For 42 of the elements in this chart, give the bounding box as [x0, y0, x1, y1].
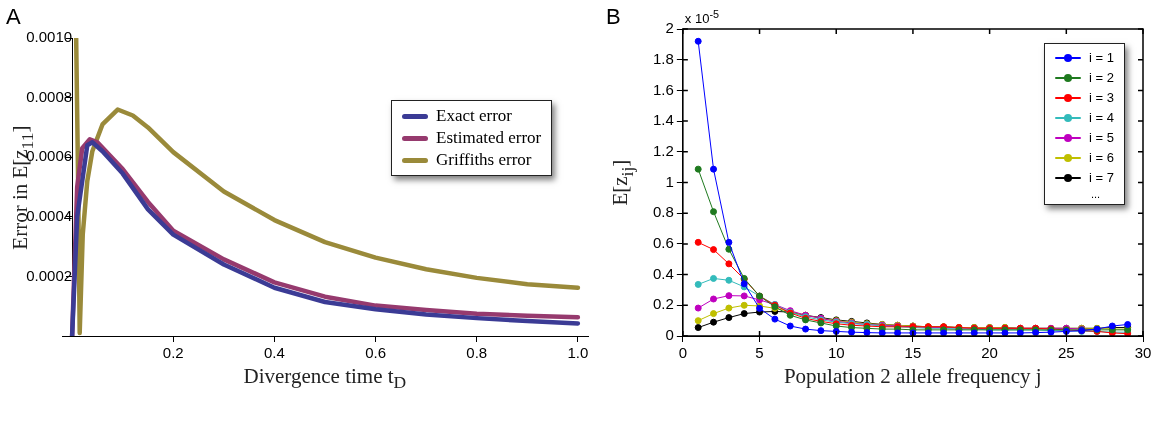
text: x 10$^{-5}$: [684, 8, 720, 27]
legend-label: i = 6: [1089, 149, 1114, 167]
x-tick-label: 10: [827, 344, 845, 362]
x-tick-label: 0.2: [162, 344, 184, 362]
x-tick-label: 0.4: [263, 344, 285, 362]
y-tick-label: 0.0008: [26, 87, 73, 105]
y-tick-label: 1.8: [652, 49, 674, 67]
x-axis-title: Divergence time t$_{D}$: [243, 364, 407, 394]
y-tick-label: 0.8: [652, 203, 674, 221]
y-tick-label: 1.4: [652, 111, 674, 129]
y-tick-label: 0.6: [652, 234, 674, 252]
x-tick-label: 1.0: [567, 344, 589, 362]
y-tick-label: 0.0002: [26, 266, 73, 284]
x-tick-label: 5: [755, 344, 764, 362]
x-tick-label: 30: [1134, 344, 1152, 362]
legend-label: Exact error: [436, 105, 512, 127]
chart-title: B: [606, 4, 621, 30]
legend-label: i = 5: [1089, 129, 1114, 147]
legend-label: i = 3: [1089, 89, 1114, 107]
x-axis-title: Population 2 allele frequency j: [783, 364, 1042, 389]
y-tick-label: 0.4: [652, 264, 674, 282]
x-tick-label: 0.6: [365, 344, 387, 362]
x-tick-label: 0: [678, 344, 688, 362]
x-tick-label: 20: [981, 344, 998, 362]
legend-label: i = 1: [1089, 49, 1114, 67]
y-tick-label: 0.0010: [26, 28, 73, 46]
x-tick-label: 25: [1057, 344, 1075, 362]
y-tick-label: 0.2: [652, 295, 674, 313]
x-tick-label: 15: [904, 344, 922, 362]
legend-label: Estimated error: [436, 127, 542, 149]
y-tick-label: 1.6: [652, 80, 674, 98]
y-tick-label: 0: [665, 326, 674, 344]
x-tick-label: 0.8: [466, 344, 488, 362]
annotation: ...: [1090, 188, 1102, 200]
y-tick-label: 1.2: [652, 141, 674, 159]
y-tick-label: 1: [665, 172, 674, 190]
y-tick-label: 2: [665, 19, 674, 37]
legend-label: i = 4: [1089, 109, 1114, 127]
legend-label: i = 2: [1089, 69, 1114, 87]
chart-title: A: [6, 4, 21, 30]
legend-label: i = 7: [1089, 169, 1114, 187]
legend-label: Griffiths error: [436, 149, 532, 171]
